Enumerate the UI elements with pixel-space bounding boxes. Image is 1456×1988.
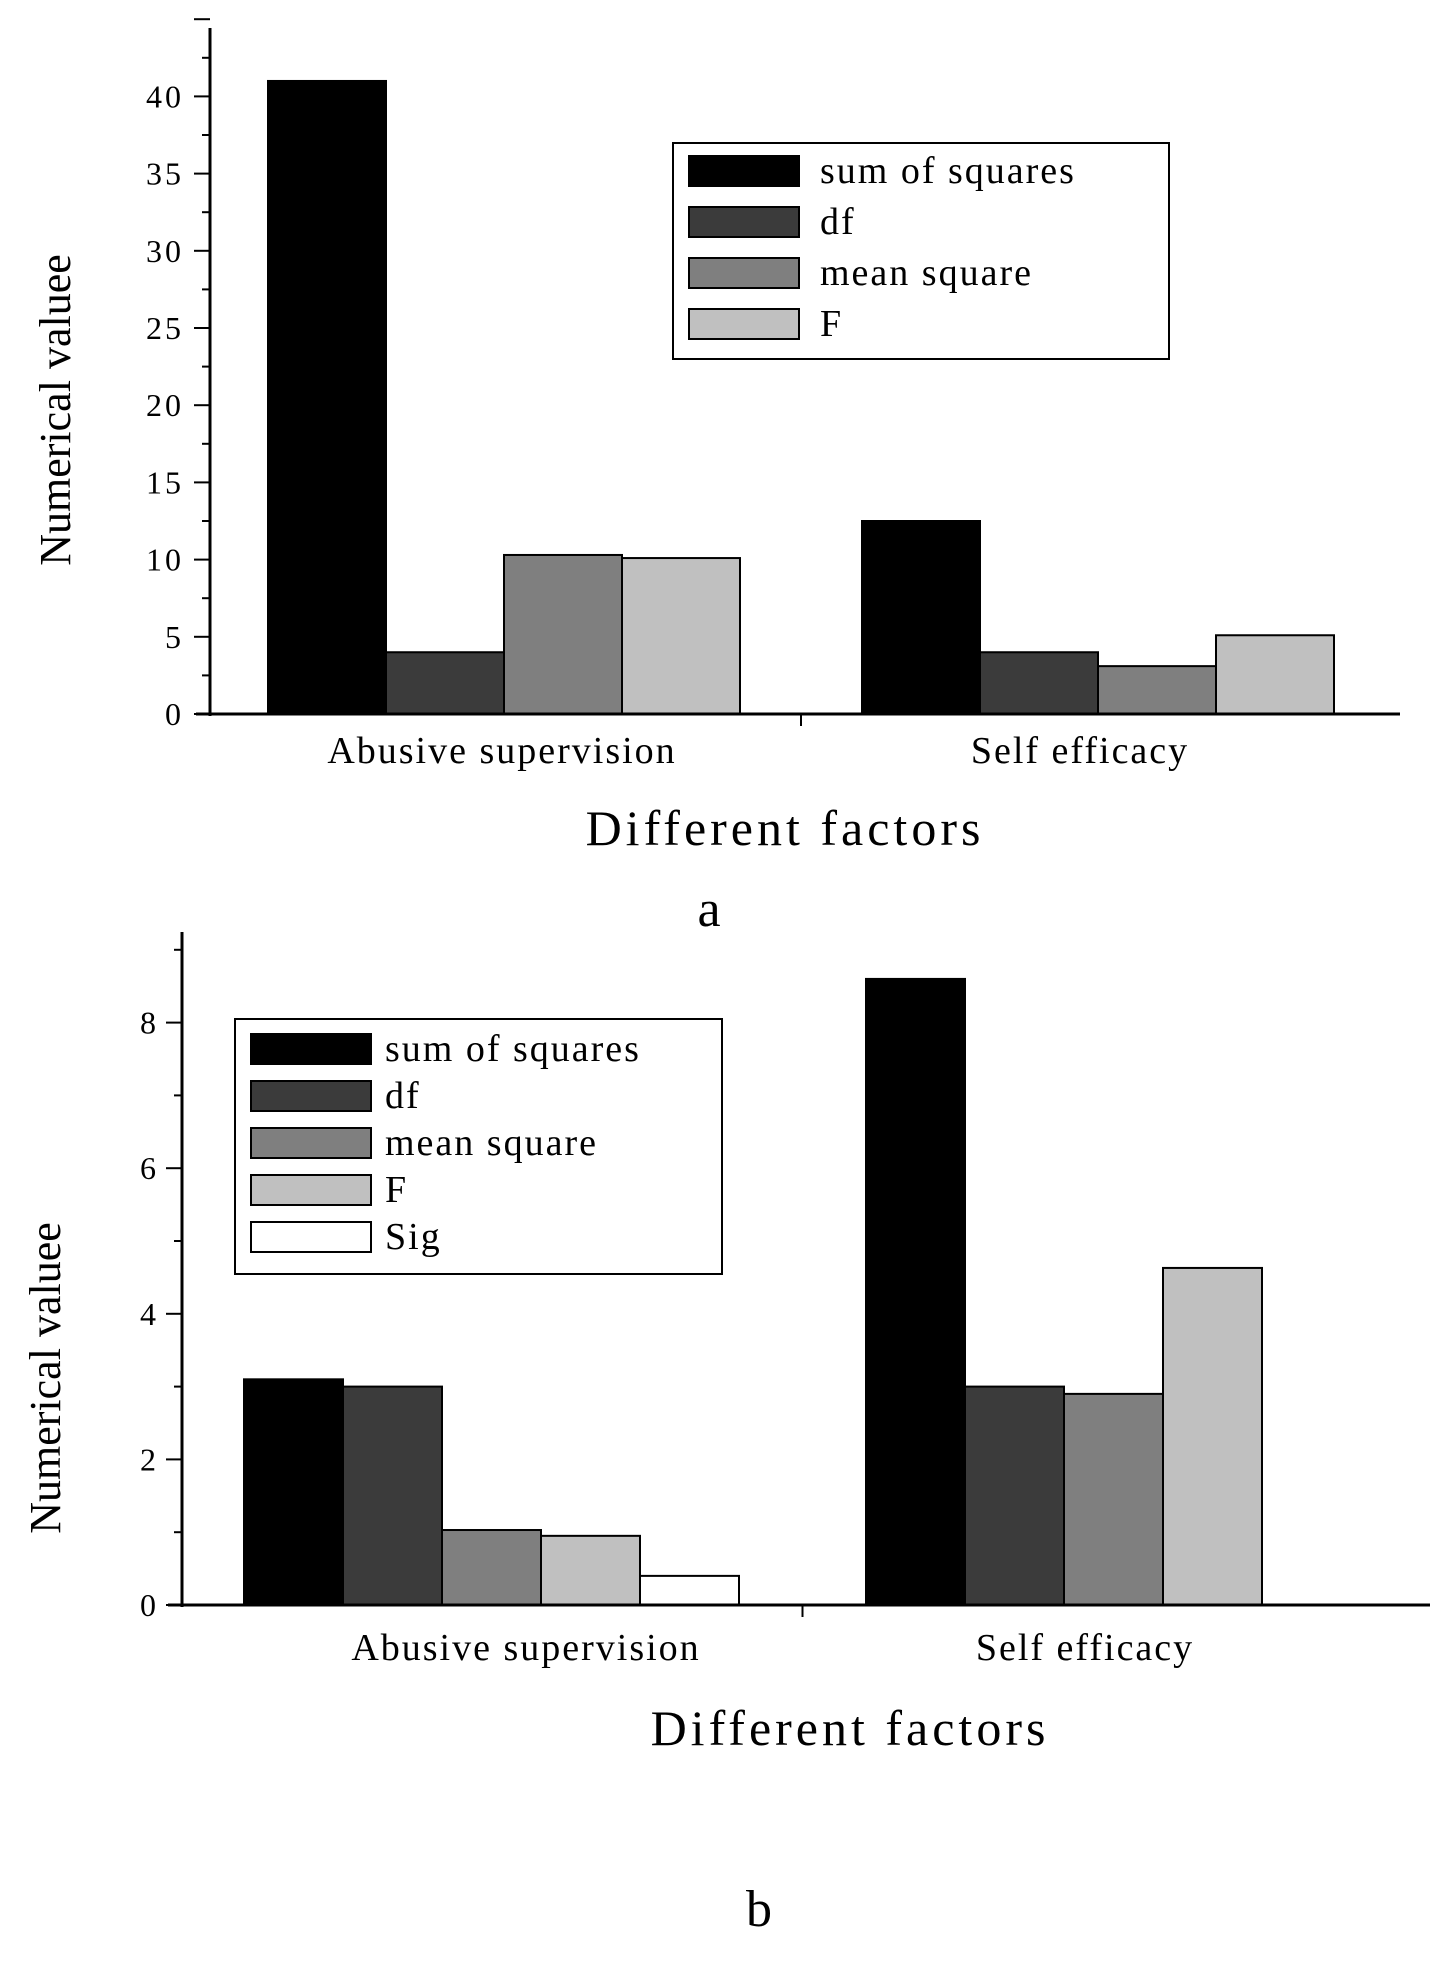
panel-a-legend-label-df: df xyxy=(820,201,856,243)
panel-a-legend-label-sum-of-squares: sum of squares xyxy=(820,150,1076,192)
panel-b-bar-mean-square-self-efficacy xyxy=(1063,1392,1164,1606)
panel-a-legend-swatch-sum-of-squares xyxy=(688,155,800,187)
panel-a-bar-df-self-efficacy xyxy=(979,651,1099,715)
panel-label-b: b xyxy=(746,1881,772,1938)
panel-a-x-tick-label-abusive-supervision: Abusive supervision xyxy=(327,730,676,772)
panel-b-legend-label-sum-of-squares: sum of squares xyxy=(385,1028,641,1070)
panel-b-legend-label-sig: Sig xyxy=(385,1216,442,1258)
panel-a-x-tick-label-self-efficacy: Self efficacy xyxy=(971,730,1189,772)
panel-a-bar-df-abusive-supervision xyxy=(385,651,505,715)
panel-a-legend-swatch-mean-square xyxy=(688,257,800,289)
panel-b-legend-swatch-sig xyxy=(250,1221,372,1253)
panel-a-y-axis-title: Numerical valuee xyxy=(31,254,80,566)
panel-a-y-tick-label: 0 xyxy=(165,696,184,732)
panel-a-y-tick-label: 20 xyxy=(146,387,184,423)
panel-a-y-tick-label: 10 xyxy=(146,542,184,578)
panel-a-legend-label-f: F xyxy=(820,303,843,345)
panel-b-y-tick-label: 0 xyxy=(140,1587,156,1623)
panel-a-bar-sum-of-squares-self-efficacy xyxy=(861,520,981,715)
panel-a-bar-f-self-efficacy xyxy=(1215,634,1335,715)
panel-b-legend-label-f: F xyxy=(385,1169,408,1211)
panel-b-y-tick-label: 6 xyxy=(140,1150,156,1186)
panel-a-legend-label-mean-square: mean square xyxy=(820,252,1033,294)
panel-a-y-tick-label: 35 xyxy=(146,156,184,192)
panel-a-y-tick-label: 40 xyxy=(146,78,184,114)
panel-a-bar-mean-square-self-efficacy xyxy=(1097,665,1217,715)
panel-b-bar-f-self-efficacy xyxy=(1162,1266,1263,1606)
chart-panel-a: 0 5 10 15 20 25 30 35 40 Abusive supervision Self … xyxy=(31,18,1400,856)
chart-panel-b: 0 2 4 6 8 Abusive supervision Self efficacy Dif… xyxy=(21,932,1430,1756)
panel-a-bar-mean-square-abusive-supervision xyxy=(503,553,623,716)
panel-b-x-tick-label-abusive-supervision: Abusive supervision xyxy=(351,1627,700,1669)
panel-b-legend-swatch-f xyxy=(250,1174,372,1206)
panel-b-legend-label-df: df xyxy=(385,1075,421,1117)
panel-b-bar-df-self-efficacy xyxy=(964,1385,1065,1606)
panel-a-legend-swatch-df xyxy=(688,206,800,238)
panel-b-y-tick-label: 2 xyxy=(140,1441,156,1477)
panel-b-bar-f-abusive-supervision xyxy=(540,1534,641,1607)
panel-b-bar-sum-of-squares-abusive-supervision xyxy=(243,1378,344,1606)
panel-b-bar-mean-square-abusive-supervision xyxy=(441,1529,542,1606)
panel-b-legend-swatch-mean-square xyxy=(250,1127,372,1159)
panel-b-legend-swatch-sum-of-squares xyxy=(250,1033,372,1065)
panel-b-bar-df-abusive-supervision xyxy=(342,1385,443,1606)
panel-label-a: a xyxy=(697,881,721,938)
panel-a-bar-f-abusive-supervision xyxy=(621,557,741,716)
panel-b-legend-label-mean-square: mean square xyxy=(385,1122,598,1164)
panel-a-y-tick-label: 15 xyxy=(146,464,184,500)
panel-b-x-tick-label-self-efficacy: Self efficacy xyxy=(976,1627,1194,1669)
panel-b-x-axis-title: Different factors xyxy=(651,1700,1050,1756)
panel-b-y-tick-label: 4 xyxy=(140,1296,156,1332)
panel-a-x-axis-title: Different factors xyxy=(586,800,985,856)
panel-a-legend-swatch-f xyxy=(688,308,800,340)
panel-b-legend-swatch-df xyxy=(250,1080,372,1112)
panel-a-bar-sum-of-squares-abusive-supervision xyxy=(267,79,387,715)
panel-a-y-tick-label: 30 xyxy=(146,233,184,269)
panel-b-bar-sum-of-squares-self-efficacy xyxy=(865,977,966,1607)
panel-b-y-tick-label: 8 xyxy=(140,1005,156,1041)
panel-a-y-tick-label: 25 xyxy=(146,310,184,346)
panel-b-bar-sig-abusive-supervision xyxy=(639,1574,740,1607)
panel-a-y-tick-label: 5 xyxy=(165,619,184,655)
panel-b-y-axis-title: Numerical valuee xyxy=(21,1222,70,1534)
